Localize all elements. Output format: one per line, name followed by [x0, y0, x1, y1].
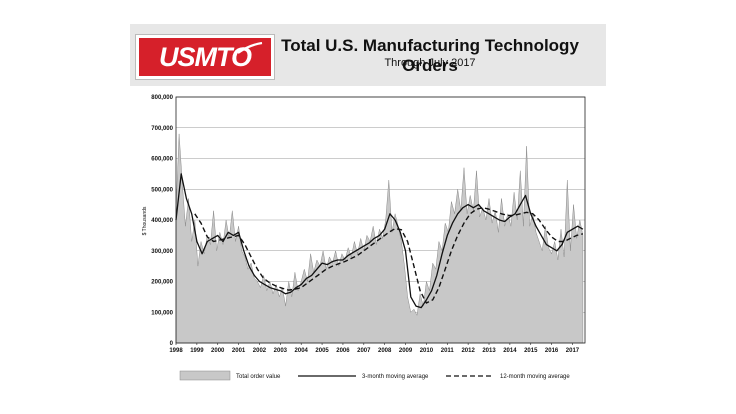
chart-subtitle: Through July 2017 [384, 57, 476, 69]
x-tick-label: 2015 [524, 348, 538, 354]
y-tick-label: 700,000 [151, 126, 173, 132]
x-tick-label: 1998 [169, 348, 183, 354]
logo-swoosh-icon [237, 42, 263, 54]
x-tick-label: 2002 [253, 348, 267, 354]
legend-label-12-month-moving-average: 12-month moving average [500, 374, 570, 380]
x-tick-label: 2009 [399, 348, 413, 354]
x-tick-label: 2005 [315, 348, 329, 354]
y-tick-label: 500,000 [151, 187, 173, 193]
x-tick-label: 2011 [441, 348, 455, 354]
x-tick-label: 2001 [232, 348, 246, 354]
legend-label-total-order-value: Total order value [236, 374, 281, 380]
usmto-logo: USMTO [136, 35, 274, 79]
logo-text: USMTO [158, 41, 252, 72]
x-tick-label: 2007 [357, 348, 371, 354]
y-tick-label: 800,000 [151, 95, 173, 101]
series-line-3-month-moving-average [175, 173, 584, 309]
x-tick-label: 2017 [566, 348, 580, 354]
x-tick-label: 2003 [274, 348, 288, 354]
y-axis-ticks: 0 100,000 200,000 300,000 400,000 500,000 600,… [151, 95, 173, 347]
x-tick-label: 2008 [378, 348, 392, 354]
y-tick-label: 200,000 [151, 280, 173, 286]
x-tick-label: 2000 [211, 348, 225, 354]
y-tick-label: 400,000 [151, 218, 173, 224]
x-tick-label: 2012 [461, 348, 475, 354]
x-tick-label: 1999 [190, 348, 204, 354]
y-tick-label: 300,000 [151, 249, 173, 255]
y-tick-label: 0 [170, 341, 174, 347]
x-tick-label: 2013 [482, 348, 496, 354]
plot-area [175, 96, 586, 344]
y-axis-label: $ Thousands [142, 206, 148, 235]
x-axis-ticks: 1998 1999 2000 2001 2002 2003 2004 2005 2006 2007… [169, 343, 580, 354]
x-tick-label: 2006 [336, 348, 350, 354]
legend: Total order value 3-month moving average 1… [179, 370, 570, 381]
x-tick-label: 2014 [503, 348, 517, 354]
y-tick-label: 100,000 [151, 310, 173, 316]
plot-frame [175, 96, 586, 344]
y-tick-label: 600,000 [151, 157, 173, 163]
x-tick-label: 2004 [295, 348, 309, 354]
x-tick-label: 2016 [545, 348, 559, 354]
series-line-12-month-moving-average [194, 206, 584, 304]
legend-swatch-area [179, 370, 231, 381]
chart-title: Total U.S. Manufacturing Technology Orde… [281, 36, 579, 75]
x-tick-label: 2010 [420, 348, 434, 354]
legend-label-3-month-moving-average: 3-month moving average [362, 374, 429, 380]
